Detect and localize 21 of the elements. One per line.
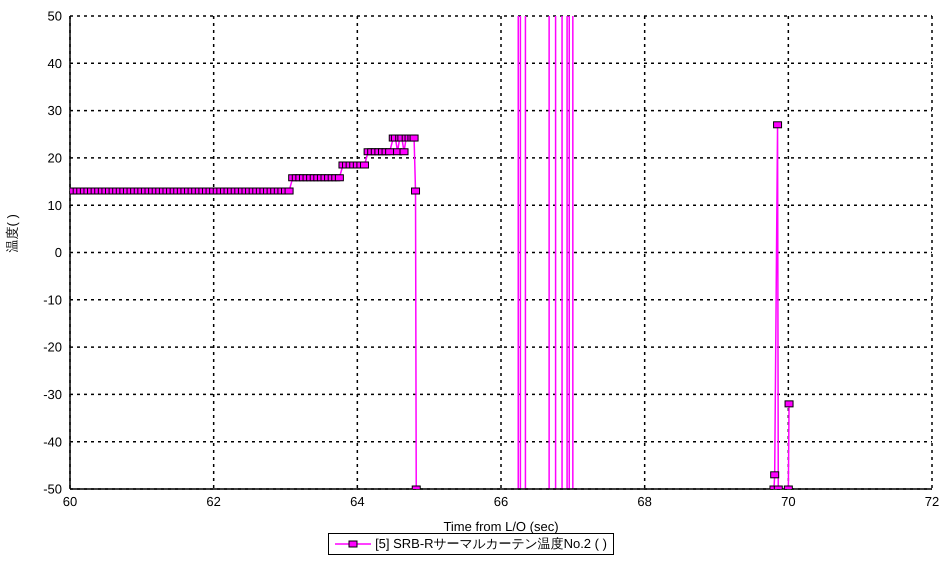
x-tick-label: 62 bbox=[206, 494, 221, 510]
x-axis-title: Time from L/O (sec) bbox=[443, 519, 559, 534]
x-tick-label: 68 bbox=[637, 494, 652, 510]
y-tick-label: -10 bbox=[43, 292, 62, 308]
x-tick-label: 60 bbox=[62, 494, 78, 510]
y-tick-label: 40 bbox=[48, 56, 62, 71]
y-tick-label: 30 bbox=[48, 103, 62, 118]
y-tick-label: -50 bbox=[43, 482, 62, 497]
y-tick-label: -30 bbox=[43, 387, 62, 402]
x-tick-label: 64 bbox=[350, 494, 365, 510]
x-tick-label: 66 bbox=[494, 494, 508, 510]
y-tick-label: -20 bbox=[43, 340, 62, 355]
y-tick-label: 50 bbox=[48, 8, 62, 24]
x-tick-label: 70 bbox=[781, 494, 796, 510]
legend-label: [5] SRB-Rサーマルカーテン温度No.2 ( ) bbox=[375, 535, 607, 553]
y-tick-label: 10 bbox=[48, 198, 62, 213]
y-axis-title: 温度( ) bbox=[4, 214, 20, 252]
y-tick-label: -40 bbox=[43, 434, 62, 450]
y-tick-label: 0 bbox=[54, 245, 62, 260]
x-tick-label: 72 bbox=[924, 494, 940, 510]
y-tick-label: 20 bbox=[48, 150, 62, 166]
